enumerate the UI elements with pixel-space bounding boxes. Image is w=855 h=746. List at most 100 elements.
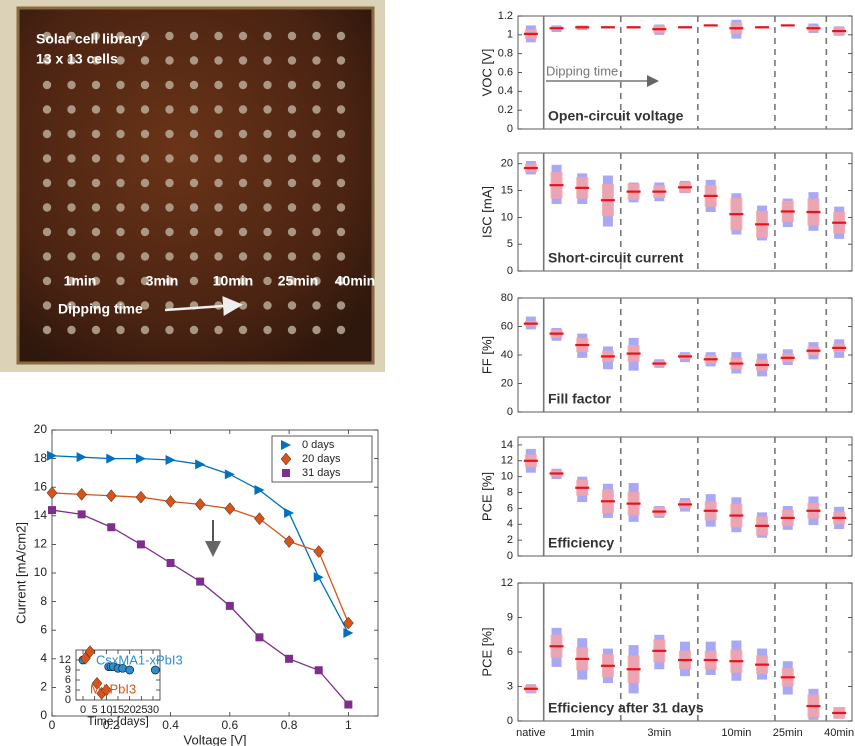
cell xyxy=(91,325,101,335)
cell xyxy=(116,203,125,212)
photo-title: Solar cell library xyxy=(36,31,145,47)
cell xyxy=(312,252,321,261)
cell xyxy=(140,80,150,90)
cell xyxy=(140,31,150,41)
cell xyxy=(287,56,297,65)
cell xyxy=(91,129,101,139)
plot-frame xyxy=(517,436,853,557)
y-tick-label: 0.6 xyxy=(498,66,513,78)
cell xyxy=(336,203,346,212)
cell xyxy=(238,227,248,237)
x-tick-label: 0.4 xyxy=(162,718,179,732)
cell xyxy=(189,203,199,212)
cell xyxy=(67,154,76,163)
cell xyxy=(238,178,248,188)
y-tick-label: 6 xyxy=(40,622,47,636)
marker xyxy=(224,469,235,480)
cell xyxy=(140,227,150,237)
cell xyxy=(165,252,174,261)
cell xyxy=(42,325,52,335)
cell xyxy=(238,301,248,310)
cell xyxy=(336,301,346,310)
cell xyxy=(91,252,101,261)
cell xyxy=(67,301,76,310)
cell xyxy=(165,227,174,237)
cell xyxy=(287,105,297,114)
cell xyxy=(214,56,223,65)
cell xyxy=(214,178,223,188)
cell xyxy=(312,276,321,286)
y-tick-label: 10 xyxy=(34,565,48,579)
cell xyxy=(165,154,174,163)
x-tick-label: 40min xyxy=(824,727,854,739)
marker xyxy=(284,507,295,518)
cell xyxy=(140,178,150,188)
x-tick-label: 10min xyxy=(721,727,751,739)
y-tick-label: 0 xyxy=(507,550,513,562)
marker xyxy=(77,510,86,519)
x-tick-label: 1 xyxy=(345,718,352,732)
cell xyxy=(116,227,125,237)
cell xyxy=(91,203,101,212)
cell xyxy=(42,227,52,237)
cell xyxy=(263,325,272,335)
y-tick-label: 6 xyxy=(507,502,513,514)
x-tick-label: 0.6 xyxy=(221,718,238,732)
cell xyxy=(116,56,125,65)
legend-label: 31 days xyxy=(302,467,341,479)
y-tick-label: 1 xyxy=(507,29,513,41)
marker xyxy=(343,628,354,639)
cell xyxy=(67,178,76,188)
cell xyxy=(67,252,76,261)
legend-marker xyxy=(282,469,290,477)
y-tick-label: 20 xyxy=(501,158,513,170)
cell xyxy=(42,178,52,188)
cell xyxy=(214,252,223,261)
cell xyxy=(263,80,272,90)
marker xyxy=(135,490,147,504)
y-tick-label: 12 xyxy=(59,654,71,666)
cell xyxy=(42,252,52,261)
cell xyxy=(91,56,101,65)
marker xyxy=(313,572,324,583)
y-tick-label: 6 xyxy=(65,674,71,686)
cell xyxy=(67,56,76,65)
y-tick-label: 20 xyxy=(501,377,513,389)
cell xyxy=(287,129,297,139)
panel-annotation: Efficiency xyxy=(548,535,614,551)
cell xyxy=(91,154,101,163)
cell xyxy=(287,301,297,310)
marker xyxy=(344,700,353,709)
y-tick-label: 0.4 xyxy=(498,85,513,97)
cell xyxy=(238,203,248,212)
cell xyxy=(189,80,199,90)
y-tick-label: 80 xyxy=(501,292,513,304)
marker xyxy=(165,455,176,466)
y-axis-label: ISC [mA] xyxy=(479,186,494,238)
cell xyxy=(140,154,150,163)
y-tick-label: 8 xyxy=(40,594,47,608)
marker xyxy=(224,502,236,516)
cell xyxy=(214,129,223,139)
cell xyxy=(189,154,199,163)
cell xyxy=(287,154,297,163)
marker xyxy=(76,452,87,463)
cell xyxy=(312,80,321,90)
cell xyxy=(336,105,346,114)
panel-annotation: Efficiency after 31 days xyxy=(548,700,704,716)
cell xyxy=(287,178,297,188)
y-tick-label: 0.2 xyxy=(498,104,513,116)
marker xyxy=(195,459,206,470)
y-tick-label: 4 xyxy=(507,518,513,530)
x-tick-label: 25 xyxy=(135,704,147,716)
cell xyxy=(312,129,321,139)
cell xyxy=(140,276,150,286)
cell xyxy=(91,105,101,114)
legend-marker xyxy=(281,440,291,450)
y-tick-label: 0 xyxy=(507,406,513,418)
marker xyxy=(343,616,354,630)
marker xyxy=(106,453,117,464)
cell xyxy=(116,80,125,90)
marker xyxy=(101,683,112,697)
cell xyxy=(140,252,150,261)
